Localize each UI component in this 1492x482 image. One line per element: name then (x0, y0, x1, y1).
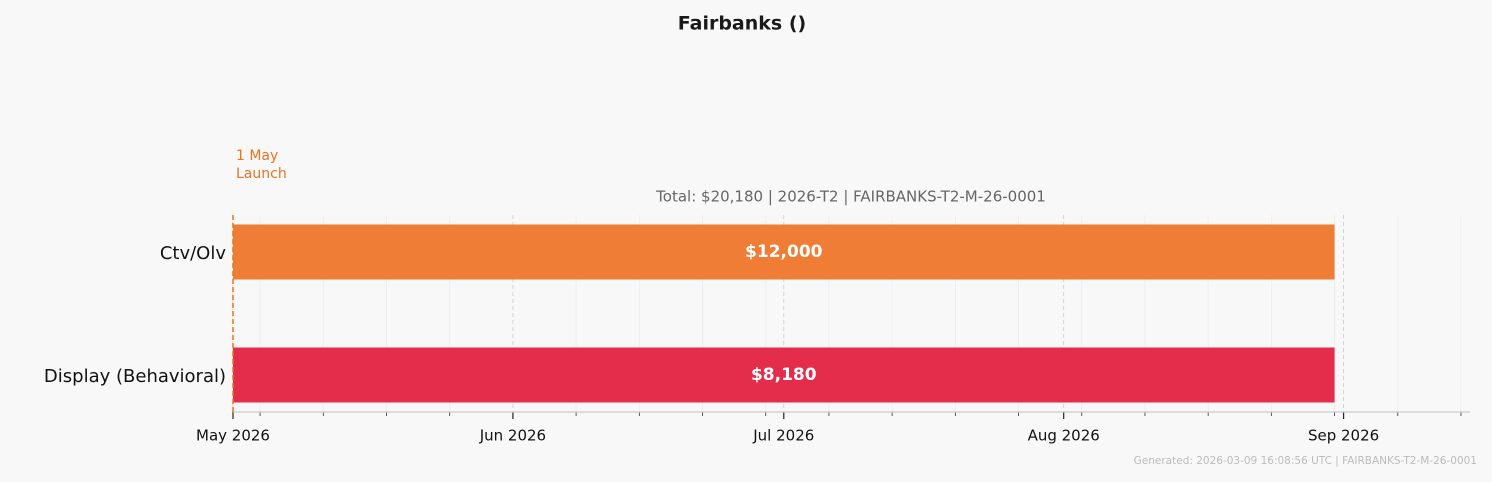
chart-subtitle: Total: $20,180 | 2026-T2 | FAIRBANKS-T2-… (655, 188, 1046, 206)
annotation: 1 May (236, 148, 278, 164)
value-label: $8,180 (751, 365, 817, 385)
x-tick-label: Aug 2026 (1028, 427, 1100, 445)
x-tick-label: Jul 2026 (752, 427, 814, 445)
x-tick-label: Sep 2026 (1308, 427, 1379, 445)
value-label: $12,000 (745, 242, 823, 262)
y-tick-label: Ctv/Olv (160, 243, 227, 264)
bar (233, 347, 1335, 403)
footer: Generated: 2026-03-09 16:08:56 UTC | FAI… (1134, 455, 1477, 467)
y-tick-label: Display (Behavioral) (44, 366, 226, 387)
annotation: Launch (236, 166, 287, 182)
x-tick-label: May 2026 (196, 427, 270, 445)
x-tick-label: Jun 2026 (479, 427, 546, 445)
chart-title: Fairbanks () (678, 13, 806, 35)
bar (233, 224, 1335, 280)
